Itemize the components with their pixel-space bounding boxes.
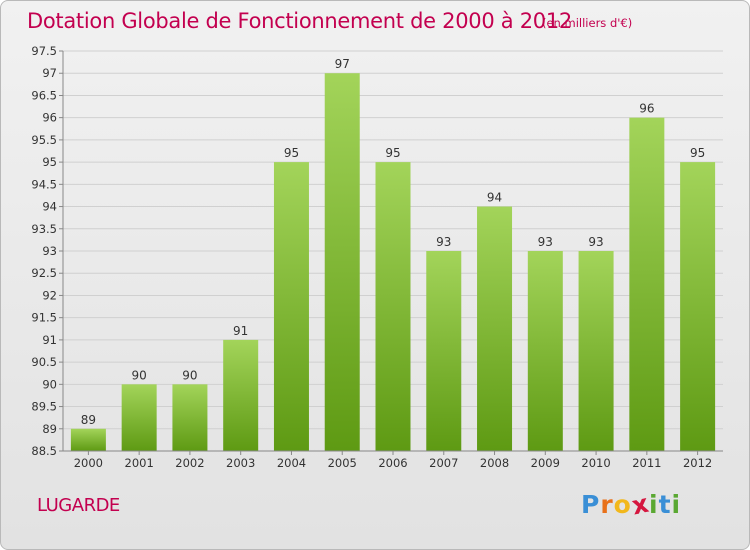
x-tick-label: 2007 [429,456,458,470]
y-tick-label: 95 [42,155,57,169]
y-tick-label: 97 [42,66,57,80]
logo-letter: P [581,490,601,519]
x-tick-label: 2002 [175,456,204,470]
y-tick-label: 93 [42,244,57,258]
bar-2002 [172,384,208,451]
data-label: 95 [385,146,400,160]
labels: 88.5 89 89.5 90 90.5 91 91.5 92 92.5 93 93.5 94 94.5… [31,44,712,470]
x-tick-label: 2008 [480,456,509,470]
x-tick-label: 2003 [226,456,255,470]
bar-2003 [223,339,259,451]
x-tick-label: 2000 [74,456,103,470]
data-label: 93 [436,235,451,249]
chart-title: Dotation Globale de Fonctionnement de 20… [27,9,572,33]
data-label: 96 [639,102,654,116]
x-tick-label: 2004 [277,456,306,470]
data-label: 95 [690,146,705,160]
data-label: 97 [335,57,350,71]
y-tick-label: 94.5 [31,177,57,191]
y-tick-label: 96 [42,111,57,125]
data-label: 90 [182,368,197,382]
logo-letter: i [671,490,682,519]
y-tick-label: 92 [42,288,57,302]
bar-2006 [375,162,411,451]
bar-2001 [121,384,157,451]
bar-2011 [629,117,665,452]
y-tick-label: 91.5 [31,311,57,325]
y-tick-label: 89.5 [31,400,57,414]
x-tick-label: 2005 [328,456,357,470]
data-label: 90 [132,368,147,382]
x-tick-label: 2006 [378,456,407,470]
y-tick-label: 95.5 [31,133,57,147]
bar-2005 [324,73,360,451]
data-label: 91 [233,324,248,338]
bar-2004 [273,162,309,451]
logo-letter: t [658,490,672,519]
chart-unit: (en milliers d'€) [542,16,633,30]
axes [59,50,723,455]
proxiti-logo: Proxiti [581,489,682,521]
x-tick-label: 2012 [683,456,712,470]
y-tick-label: 92.5 [31,266,57,280]
logo-letter: o [613,490,632,519]
data-label: 89 [81,413,96,427]
y-tick-label: 91 [42,333,57,347]
x-tick-label: 2010 [581,456,610,470]
bar-2012 [680,162,716,451]
bar-2000 [70,428,106,451]
bar-2009 [527,251,563,451]
bar-2010 [578,251,614,451]
x-tick-label: 2009 [531,456,560,470]
y-tick-label: 88.5 [31,444,57,458]
data-label: 94 [487,191,502,205]
bar-2007 [426,251,462,451]
data-label: 93 [588,235,603,249]
y-tick-label: 96.5 [31,88,57,102]
logo-letter: i [649,490,659,519]
logo-letter: r [600,490,614,519]
x-tick-label: 2011 [632,456,661,470]
commune-name: LUGARDE [37,495,120,516]
data-label: 95 [284,146,299,160]
y-tick-label: 90.5 [31,355,57,369]
bars [70,73,716,452]
y-tick-label: 97.5 [31,44,57,58]
y-tick-label: 94 [42,200,57,214]
data-label: 93 [538,235,553,249]
bar-2008 [477,206,513,451]
y-tick-label: 89 [42,422,57,436]
x-tick-label: 2001 [125,456,154,470]
y-tick-label: 90 [42,377,57,391]
y-tick-label: 93.5 [31,222,57,236]
